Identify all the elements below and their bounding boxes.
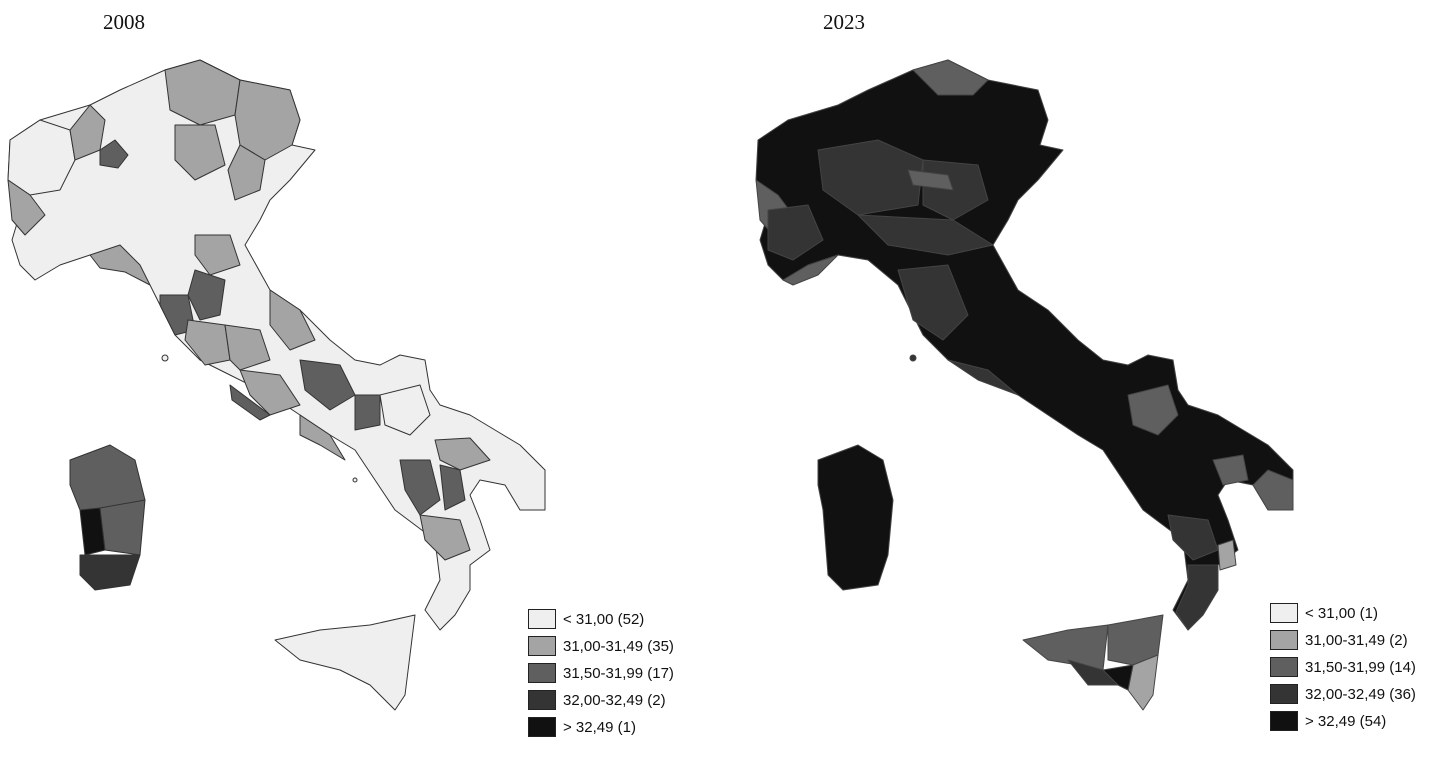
legend-2023-label-2: 31,50-31,99 (14) [1305, 658, 1416, 676]
region-2023-calabria-s [1175, 564, 1219, 631]
legend-2023-row-3: 32,00-32,49 (36) [1270, 683, 1416, 705]
legend-2023-label-3: 32,00-32,49 (36) [1305, 685, 1416, 703]
region-2023-calabria-n [1167, 514, 1219, 561]
legend-2023-swatch-0 [1270, 603, 1298, 623]
legend-2008-label-3: 32,00-32,49 (2) [563, 691, 666, 709]
region-2008-marche [269, 289, 316, 351]
legend-2008-row-3: 32,00-32,49 (2) [528, 689, 674, 711]
legend-2023-swatch-2 [1270, 657, 1298, 677]
legend-2008-label-4: > 32,49 (1) [563, 718, 636, 736]
region-2023-lazio [947, 359, 1019, 396]
region-2023-crotone [1217, 539, 1237, 571]
sicily-south-2023 [1102, 664, 1134, 691]
legend-2023-swatch-3 [1270, 684, 1298, 704]
sardinia-south-2008 [79, 554, 141, 591]
region-2008-umbria [224, 324, 271, 371]
legend-2008-row-4: > 32,49 (1) [528, 716, 674, 738]
region-2023-piedmont-s [767, 204, 824, 261]
map-title-2008: 2008 [103, 10, 145, 34]
legend-2023-row-1: 31,00-31,49 (2) [1270, 629, 1416, 651]
sardinia-east-2008 [99, 499, 146, 556]
region-2023-ne-band [907, 169, 954, 191]
legend-2023-row-0: < 31,00 (1) [1270, 602, 1416, 624]
italy-map-2023 [755, 59, 1294, 711]
legend-2023-label-4: > 32,49 (54) [1305, 712, 1387, 730]
sicily-2008 [274, 614, 416, 711]
legend-2023-row-4: > 32,49 (54) [1270, 710, 1416, 732]
island-ischia-2008 [352, 477, 358, 483]
legend-2023-swatch-4 [1270, 711, 1298, 731]
legend-2008-label-1: 31,00-31,49 (35) [563, 637, 674, 655]
region-2023-tuscany [897, 264, 969, 341]
region-2008-lake [99, 139, 129, 169]
legend-2008-swatch-4 [528, 717, 556, 737]
legend-2008-swatch-3 [528, 690, 556, 710]
region-2023-emilia [857, 214, 994, 256]
legend-2008-row-0: < 31,00 (52) [528, 608, 674, 630]
legend-2008-row-1: 31,00-31,49 (35) [528, 635, 674, 657]
region-2008-emilia [194, 234, 241, 276]
region-2008-matera [439, 464, 466, 511]
region-2008-abruzzo [299, 359, 356, 411]
sicily-west-2023 [1022, 624, 1109, 671]
region-2008-molise [354, 394, 381, 431]
region-2023-foggia [1127, 384, 1179, 436]
region-2023-north-alps [912, 59, 989, 96]
legend-2008-label-2: 31,50-31,99 (17) [563, 664, 674, 682]
island-elba-2008 [161, 354, 169, 362]
legend-2008-label-0: < 31,00 (52) [563, 610, 645, 628]
legend-2023: < 31,00 (1) 31,00-31,49 (2) 31,50-31,99 … [1270, 602, 1416, 737]
legend-2023-row-2: 31,50-31,99 (14) [1270, 656, 1416, 678]
sardinia-2023 [817, 444, 894, 591]
region-2023-taranto [1212, 454, 1249, 486]
region-2008-campania [299, 414, 346, 461]
sardinia-north-2008 [69, 444, 146, 511]
region-2008-foggia [379, 384, 431, 436]
region-2008-rome [229, 384, 271, 421]
legend-2008: < 31,00 (52) 31,00-31,49 (35) 31,50-31,9… [528, 608, 674, 743]
region-2008-friuli [234, 79, 301, 161]
region-2008-tuscany-w [159, 294, 196, 336]
region-2008-bari [434, 437, 491, 471]
region-2008-cosenza [419, 514, 471, 561]
legend-2008-swatch-0 [528, 609, 556, 629]
region-2008-tuscany-s [184, 319, 231, 366]
region-2008-liguria [89, 244, 151, 286]
region-2008-ossola [69, 104, 106, 161]
region-2008-trento [174, 124, 226, 181]
island-elba-2023 [909, 354, 917, 362]
legend-2023-label-1: 31,00-31,49 (2) [1305, 631, 1408, 649]
legend-2008-swatch-2 [528, 663, 556, 683]
region-2023-lombardy [817, 139, 924, 216]
region-2008-aosta [7, 179, 46, 236]
legend-2023-swatch-1 [1270, 630, 1298, 650]
legend-2008-row-2: 31,50-31,99 (17) [528, 662, 674, 684]
legend-2023-label-0: < 31,00 (1) [1305, 604, 1378, 622]
map-title-2023: 2023 [823, 10, 865, 34]
region-2008-veneto-b [227, 144, 266, 201]
region-2008-potenza [399, 459, 441, 516]
legend-2008-swatch-1 [528, 636, 556, 656]
region-2008-lazio [239, 369, 301, 416]
region-2023-salento [1252, 469, 1294, 511]
region-2008-florence [187, 269, 226, 321]
italy-map-2008 [7, 59, 546, 711]
region-2023-liguria [782, 254, 839, 286]
